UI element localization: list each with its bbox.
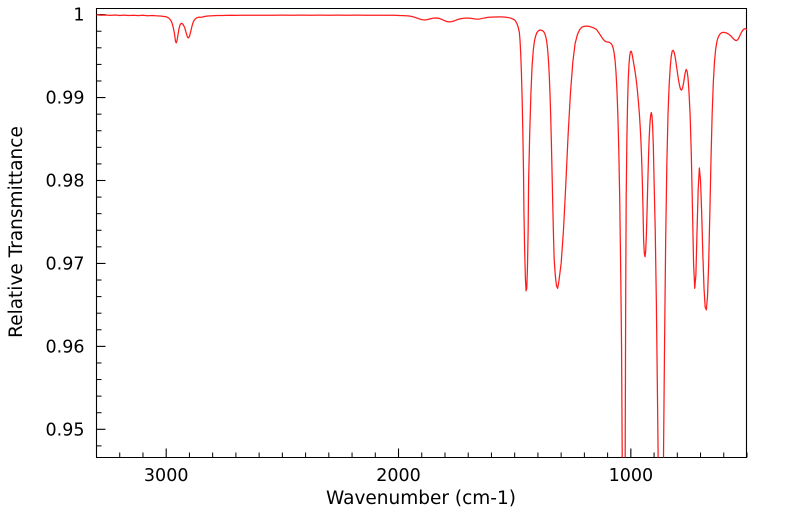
y-tick-label: 0.97 bbox=[46, 254, 85, 274]
x-tick-label: 1000 bbox=[609, 466, 654, 486]
x-tick-group bbox=[96, 448, 748, 458]
x-tick-label-group: 3000 2000 1000 bbox=[144, 466, 653, 486]
y-tick-label-group: 0.95 0.96 0.97 0.98 0.99 1 bbox=[46, 6, 85, 441]
x-axis-label: Wavenumber (cm-1) bbox=[326, 488, 516, 509]
y-tick-group bbox=[96, 14, 106, 447]
y-tick-label: 0.95 bbox=[46, 420, 85, 440]
y-tick-label: 1 bbox=[73, 6, 84, 26]
x-tick-label: 2000 bbox=[376, 466, 421, 486]
y-axis-label: Relative Transmittance bbox=[6, 126, 27, 338]
y-tick-label: 0.96 bbox=[46, 337, 85, 357]
y-tick-label: 0.99 bbox=[46, 89, 85, 109]
x-tick-label: 3000 bbox=[144, 466, 189, 486]
y-tick-label: 0.98 bbox=[46, 172, 85, 192]
spectrum-trace bbox=[96, 14, 747, 458]
